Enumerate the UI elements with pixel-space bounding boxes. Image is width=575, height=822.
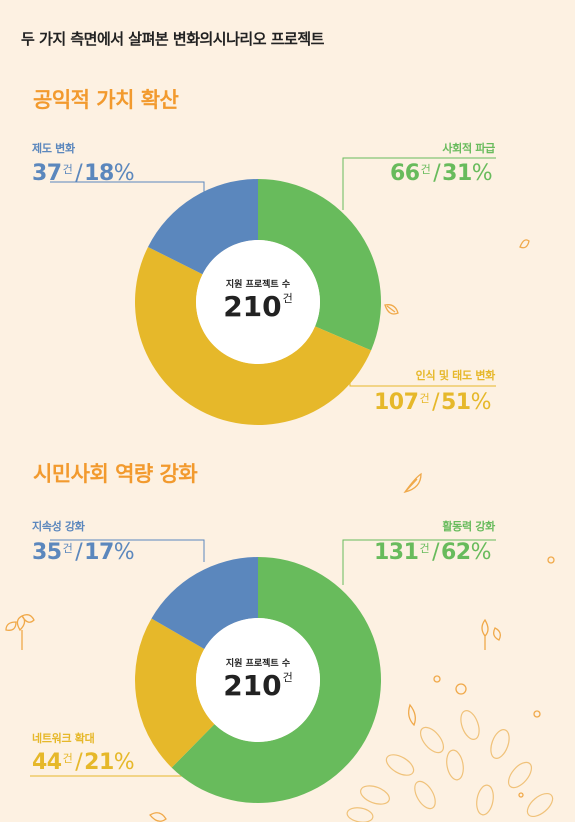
donut-slice-2 bbox=[135, 618, 215, 768]
section-title-public-value: 공익적 가치 확산 bbox=[33, 88, 179, 112]
value-sustainability: 35건/17% bbox=[32, 540, 135, 565]
center-value-2: 210건 bbox=[223, 669, 293, 702]
donut-hole bbox=[196, 240, 320, 364]
donut-hole bbox=[196, 618, 320, 742]
value-institutional-change: 37건/18% bbox=[32, 161, 135, 186]
donut-slice-3 bbox=[147, 179, 258, 275]
center-label-2: 지원 프로젝트 수 bbox=[225, 659, 291, 669]
value-social-ripple: 66건/31% bbox=[390, 161, 493, 186]
label-social-ripple: 사회적 파급 bbox=[442, 142, 495, 155]
center-value-1: 210건 bbox=[223, 290, 293, 323]
value-awareness-change: 107건/51% bbox=[374, 390, 492, 415]
label-awareness-change: 인식 및 태도 변화 bbox=[415, 369, 496, 382]
label-sustainability: 지속성 강화 bbox=[32, 520, 85, 533]
page-title: 두 가지 측면에서 살펴본 변화의시나리오 프로젝트 bbox=[21, 30, 324, 48]
section-title-civil-capacity: 시민사회 역량 강화 bbox=[33, 462, 198, 486]
donut-slice-2 bbox=[135, 246, 372, 425]
label-institutional-change: 제도 변화 bbox=[32, 142, 75, 155]
label-network-expansion: 네트워크 확대 bbox=[32, 732, 95, 745]
donut-slice-1 bbox=[171, 557, 382, 803]
value-network-expansion: 44건/21% bbox=[32, 750, 135, 775]
value-activity-strength: 131건/62% bbox=[374, 540, 492, 565]
donut-slice-1 bbox=[258, 179, 382, 351]
center-label-1: 지원 프로젝트 수 bbox=[225, 280, 291, 290]
label-activity-strength: 활동력 강화 bbox=[442, 520, 495, 533]
donut-slice-3 bbox=[151, 557, 258, 649]
